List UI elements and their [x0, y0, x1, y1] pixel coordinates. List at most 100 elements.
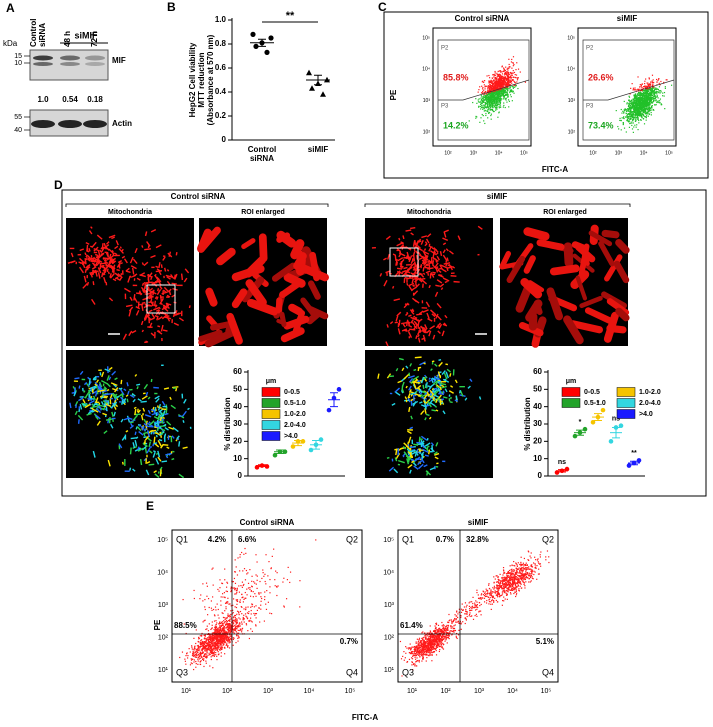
event-dot — [632, 119, 633, 120]
legend-title: μm — [266, 378, 277, 385]
mitochondrion — [116, 270, 119, 271]
mitochondrion — [619, 243, 626, 251]
event-dot — [650, 89, 651, 90]
legend-swatch — [262, 410, 280, 419]
event-dot — [193, 638, 194, 639]
event-dot — [498, 71, 499, 72]
event-dot — [484, 106, 485, 107]
event-dot — [626, 115, 627, 116]
event-dot — [495, 81, 496, 82]
event-dot — [507, 94, 508, 95]
mitochondrion — [148, 281, 149, 283]
event-dot — [494, 83, 495, 84]
event-dot — [628, 109, 629, 110]
event-dot — [500, 100, 501, 101]
event-dot — [511, 78, 512, 79]
event-dot — [619, 120, 620, 121]
event-dot — [489, 100, 490, 101]
event-dot — [494, 75, 495, 76]
annotation: ** — [286, 10, 295, 22]
event-dot — [623, 117, 624, 118]
event-dot — [631, 111, 632, 112]
event-dot — [512, 75, 513, 76]
event-dot — [502, 73, 503, 74]
event-dot — [478, 101, 479, 102]
mitochondrion — [450, 402, 453, 403]
micrograph — [365, 350, 493, 478]
event-dot — [193, 669, 194, 670]
mitochondrion — [165, 414, 169, 415]
event-dot — [647, 92, 648, 93]
mitochondrion — [297, 256, 303, 266]
event-dot — [643, 118, 644, 119]
event-dot — [645, 113, 646, 114]
mitochondrion — [176, 388, 177, 391]
mitochondrion — [416, 314, 422, 315]
mitochondrion — [156, 266, 159, 267]
event-dot — [194, 646, 195, 647]
event-dot — [659, 100, 660, 101]
mitochondrion — [89, 378, 90, 385]
mitochondrion — [427, 446, 429, 447]
event-dot — [491, 93, 492, 94]
event-dot — [630, 88, 631, 89]
mitochondrion — [107, 390, 109, 391]
blot-label: Actin — [112, 119, 132, 128]
event-dot — [511, 83, 512, 84]
event-dot — [481, 95, 482, 96]
event-dot — [637, 97, 638, 98]
event-dot — [482, 107, 483, 108]
mitochondrion — [575, 245, 583, 248]
event-dot — [498, 112, 499, 113]
event-dot — [513, 72, 514, 73]
event-dot — [494, 105, 495, 106]
event-dot — [624, 128, 625, 129]
event-dot — [638, 102, 639, 103]
event-dot — [671, 85, 672, 86]
event-dot — [501, 80, 502, 81]
event-dot — [478, 89, 479, 90]
event-dot — [495, 72, 496, 73]
panel-label: B — [167, 0, 176, 14]
event-dot — [638, 93, 639, 94]
event-dot — [647, 90, 648, 91]
event-dot — [640, 84, 641, 85]
event-dot — [505, 98, 506, 99]
mitochondrion — [263, 237, 264, 258]
event-dot — [507, 95, 508, 96]
event-dot — [656, 97, 657, 98]
event-dot — [483, 82, 484, 83]
mitochondrion — [528, 232, 546, 237]
event-dot — [655, 95, 656, 96]
event-dot — [210, 654, 211, 655]
mitochondrion — [415, 318, 417, 319]
marker: 10 — [14, 60, 22, 67]
event-dot — [633, 119, 634, 120]
event-dot — [501, 90, 502, 91]
legend-swatch — [262, 399, 280, 408]
event-dot — [659, 83, 660, 84]
annotation: ** — [631, 450, 637, 457]
event-dot — [484, 110, 485, 111]
event-dot — [513, 91, 514, 92]
event-dot — [483, 120, 484, 121]
event-dot — [218, 627, 219, 628]
mitochondrion — [554, 268, 576, 271]
event-dot — [505, 70, 506, 71]
mitochondrion — [149, 464, 155, 465]
event-dot — [490, 108, 491, 109]
event-dot — [502, 81, 503, 82]
y-axis-label: (Absorbance at 570 nm) — [206, 34, 215, 125]
mitochondrion — [162, 461, 167, 462]
event-dot — [651, 98, 652, 99]
event-dot — [636, 117, 637, 118]
event-dot — [495, 93, 496, 94]
event-dot — [647, 104, 648, 105]
lane-label: 72 h — [90, 31, 99, 47]
event-dot — [508, 72, 509, 73]
event-dot — [223, 620, 224, 621]
event-dot — [638, 95, 639, 96]
mitochondrion — [91, 408, 93, 409]
mitochondrion — [172, 451, 174, 452]
event-dot — [631, 125, 632, 126]
